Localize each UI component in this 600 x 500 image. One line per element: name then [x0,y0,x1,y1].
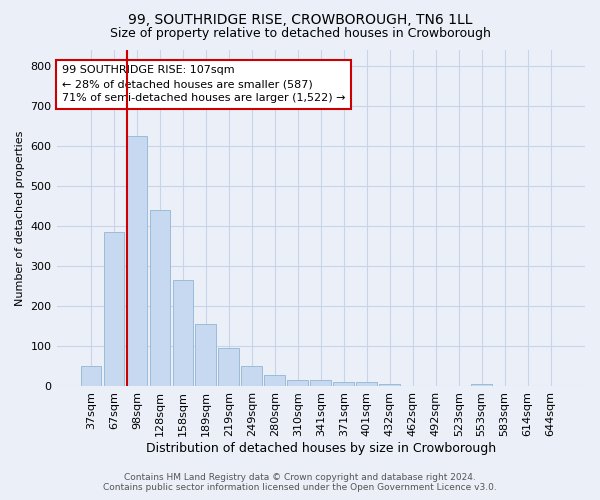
Text: Size of property relative to detached houses in Crowborough: Size of property relative to detached ho… [110,28,490,40]
Text: 99, SOUTHRIDGE RISE, CROWBOROUGH, TN6 1LL: 99, SOUTHRIDGE RISE, CROWBOROUGH, TN6 1L… [128,12,472,26]
Bar [80,366,101,386]
Bar [127,136,147,386]
Bar [173,280,193,386]
Bar [149,210,170,386]
Bar [334,382,354,386]
Bar [287,380,308,386]
Bar [241,366,262,386]
Bar [356,382,377,386]
Bar [310,380,331,386]
X-axis label: Distribution of detached houses by size in Crowborough: Distribution of detached houses by size … [146,442,496,455]
Y-axis label: Number of detached properties: Number of detached properties [15,130,25,306]
Bar [218,348,239,387]
Bar [104,232,124,386]
Text: Contains HM Land Registry data © Crown copyright and database right 2024.
Contai: Contains HM Land Registry data © Crown c… [103,473,497,492]
Bar [265,375,285,386]
Text: 99 SOUTHRIDGE RISE: 107sqm
← 28% of detached houses are smaller (587)
71% of sem: 99 SOUTHRIDGE RISE: 107sqm ← 28% of deta… [62,65,346,103]
Bar [472,384,492,386]
Bar [379,384,400,386]
Bar [196,324,216,386]
